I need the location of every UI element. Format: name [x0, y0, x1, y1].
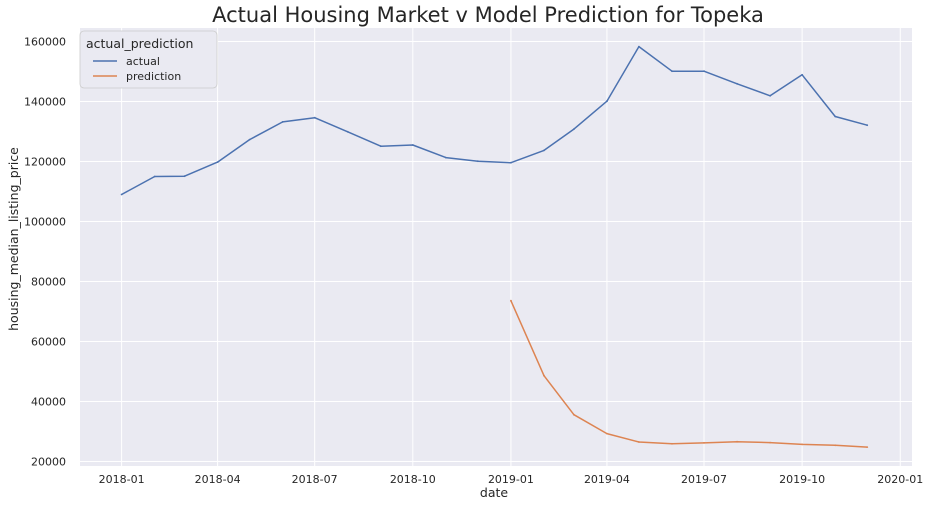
data-point-actual — [736, 82, 738, 85]
data-point-prediction — [834, 444, 837, 447]
series-line-actual — [121, 45, 868, 196]
y-tick-label: 160000 — [24, 36, 66, 49]
data-point-actual — [216, 161, 219, 164]
data-point-actual — [346, 130, 349, 133]
data-point-prediction — [736, 440, 738, 443]
x-axis-label: date — [480, 485, 508, 500]
data-point-actual — [248, 138, 251, 141]
y-tick-label: 120000 — [24, 156, 66, 169]
data-point-actual — [703, 70, 705, 73]
x-tick-label: 2018-07 — [292, 473, 338, 486]
chart-title: Actual Housing Market v Model Prediction… — [212, 3, 764, 27]
y-tick-label: 100000 — [24, 216, 66, 229]
x-tick-label: 2019-10 — [779, 473, 825, 486]
data-point-actual — [120, 193, 123, 196]
x-tick-label: 2019-07 — [681, 473, 727, 486]
legend-frame — [79, 30, 218, 89]
data-point-actual — [671, 70, 673, 73]
data-point-prediction — [801, 443, 804, 446]
data-point-actual — [834, 115, 837, 118]
x-tick-label: 2018-04 — [195, 473, 241, 486]
data-point-actual — [866, 124, 869, 127]
x-tick-label: 2018-10 — [390, 473, 436, 486]
x-tick-label: 2020-01 — [877, 473, 923, 486]
series-layer — [120, 45, 869, 448]
data-point-actual — [769, 94, 772, 97]
data-point-prediction — [866, 446, 869, 448]
data-point-actual — [572, 128, 575, 131]
legend-label-actual: actual — [126, 55, 160, 68]
data-point-prediction — [703, 442, 705, 444]
data-point-actual — [476, 160, 479, 163]
y-tick-label: 40000 — [31, 396, 66, 409]
plot-area — [80, 28, 912, 466]
data-point-prediction — [510, 299, 512, 302]
data-point-actual — [606, 100, 608, 103]
data-point-actual — [444, 156, 447, 159]
data-point-actual — [510, 161, 512, 164]
legend-title: actual_prediction — [86, 36, 193, 51]
data-point-actual — [313, 116, 316, 119]
y-tick-label: 20000 — [31, 456, 66, 469]
data-point-prediction — [671, 442, 673, 445]
y-axis-label: housing_median_listing_price — [6, 147, 21, 331]
y-tick-label: 80000 — [31, 276, 66, 289]
data-point-actual — [281, 121, 284, 123]
x-axis: 2018-01 2018-04 2018-07 2018-10 2019-01 2019-… — [99, 473, 924, 486]
data-point-actual — [543, 149, 545, 152]
data-point-actual — [183, 175, 186, 178]
data-point-actual — [638, 45, 640, 48]
data-point-prediction — [769, 441, 772, 444]
data-point-actual — [379, 145, 382, 148]
legend-label-prediction: prediction — [126, 70, 181, 83]
data-point-actual — [801, 73, 804, 76]
data-point-actual — [411, 144, 414, 146]
data-point-prediction — [572, 413, 575, 416]
data-point-prediction — [638, 441, 640, 443]
x-tick-label: 2019-01 — [488, 473, 534, 486]
data-point-prediction — [543, 374, 545, 377]
data-point-prediction — [606, 432, 608, 435]
x-tick-label: 2018-01 — [99, 473, 145, 486]
y-axis: 20000 40000 60000 80000 100000 120000 140000 16… — [24, 36, 66, 469]
y-tick-label: 60000 — [31, 336, 66, 349]
data-point-actual — [153, 175, 156, 178]
y-tick-label: 140000 — [24, 96, 66, 109]
x-tick-label: 2019-04 — [584, 473, 630, 486]
series-line-prediction — [510, 300, 868, 448]
